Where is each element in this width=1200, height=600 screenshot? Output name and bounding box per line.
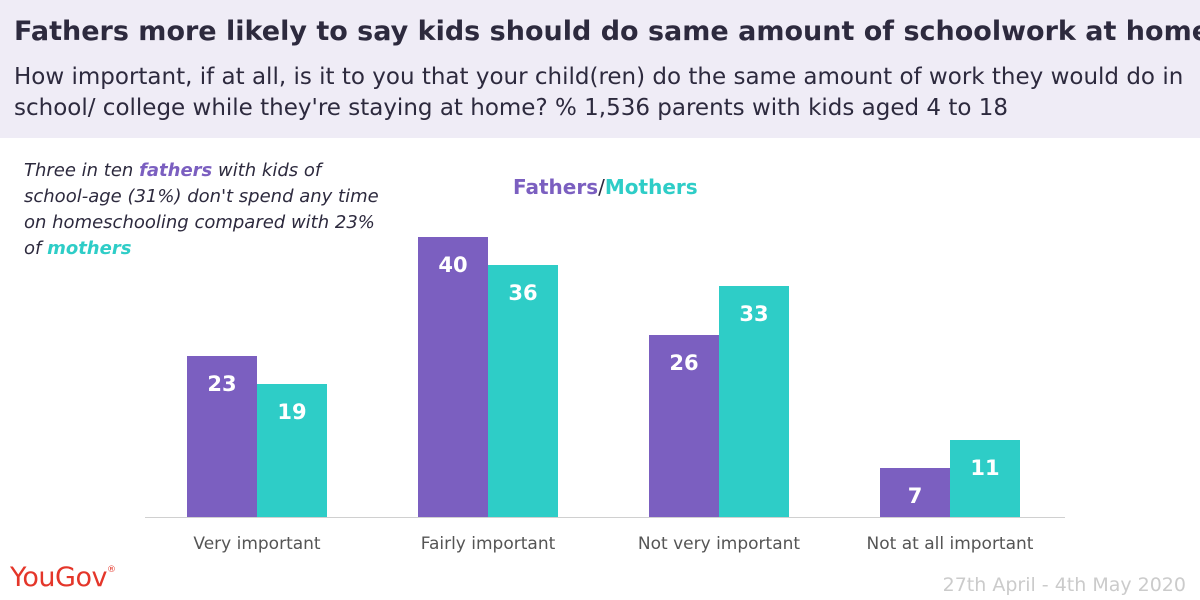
data-label-mothers-3: 33 xyxy=(739,302,768,326)
data-label-fathers-2: 40 xyxy=(438,253,467,277)
data-label-mothers-2: 36 xyxy=(508,281,537,305)
data-label-mothers-4: 11 xyxy=(970,456,999,480)
data-label-fathers-1: 23 xyxy=(207,372,236,396)
note-text-1: Three in ten xyxy=(24,160,140,181)
bar-fathers-4 xyxy=(880,468,950,517)
data-label-fathers-3: 26 xyxy=(669,351,698,375)
yougov-logo: YouGov® xyxy=(10,562,116,593)
fieldwork-date: 27th April - 4th May 2020 xyxy=(942,574,1186,596)
bar-mothers-1 xyxy=(257,384,327,517)
x-tick-label-2: Fairly important xyxy=(421,534,556,554)
bar-fathers-1 xyxy=(187,356,257,517)
legend: Fathers/Mothers xyxy=(513,175,698,199)
x-tick-label-3: Not very important xyxy=(638,534,800,554)
bar-fathers-2 xyxy=(418,237,488,517)
x-tick-label-1: Very important xyxy=(193,534,321,554)
logo-text: YouGov xyxy=(10,562,107,593)
legend-mothers: Mothers xyxy=(604,175,698,199)
chart-subtitle: How important, if at all, is it to you t… xyxy=(14,64,1184,121)
note-text-2: with kids of school-age (31%) don't spen… xyxy=(24,160,379,259)
note-fathers: fathers xyxy=(139,160,213,181)
legend-separator: / xyxy=(598,175,605,199)
bar-mothers-2 xyxy=(488,265,558,517)
logo-registered-mark: ® xyxy=(106,565,116,575)
data-label-fathers-4: 7 xyxy=(908,484,923,508)
header-band: Fathers more likely to say kids should d… xyxy=(0,0,1200,138)
annotation-note: Three in ten fathers with kids of school… xyxy=(24,158,384,262)
note-mothers: mothers xyxy=(47,238,132,259)
legend-fathers: Fathers xyxy=(513,175,599,199)
bar-mothers-3 xyxy=(719,286,789,517)
chart-title: Fathers more likely to say kids should d… xyxy=(14,16,1200,47)
x-tick-label-4: Not at all important xyxy=(867,534,1034,554)
bar-mothers-4 xyxy=(950,440,1020,517)
bar-fathers-3 xyxy=(649,335,719,517)
data-label-mothers-1: 19 xyxy=(277,400,306,424)
